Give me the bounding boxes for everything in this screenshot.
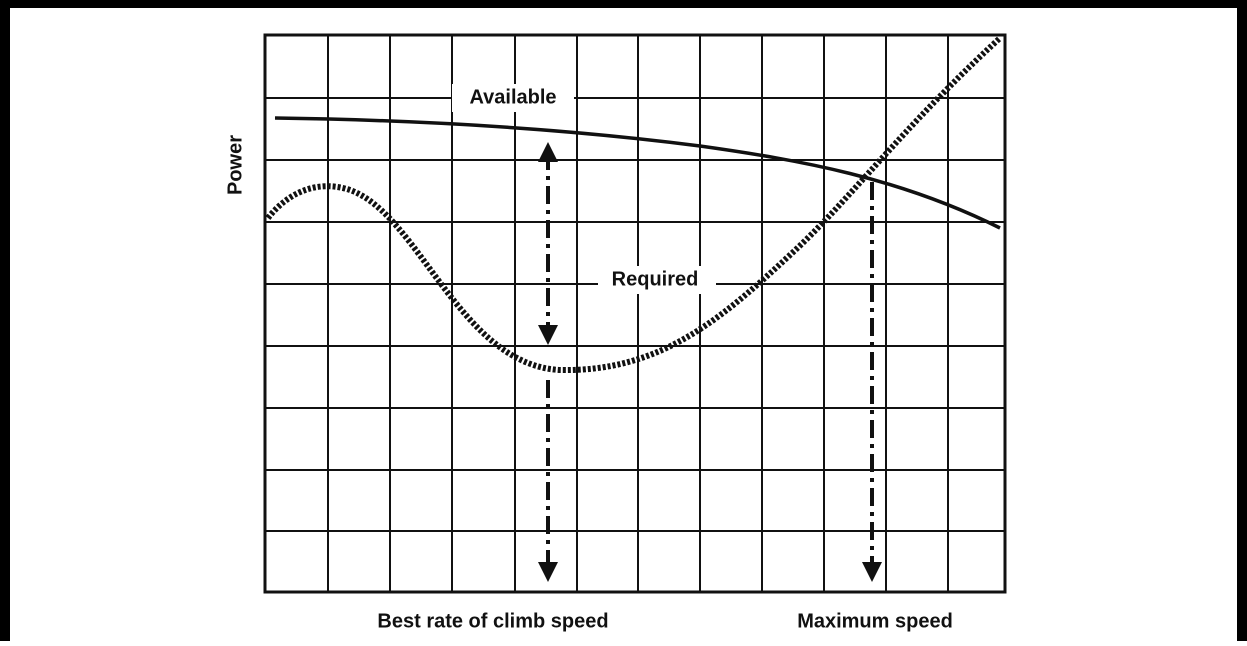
required-label: Required (612, 268, 699, 290)
available-curve (274, 116, 1001, 230)
required-curve (265, 35, 1003, 374)
grid (263, 33, 1007, 594)
marker-label: Maximum speed (797, 610, 953, 632)
canvas (10, 8, 1237, 641)
label-bg (452, 84, 574, 112)
marker-label: Best rate of climb speed (377, 610, 608, 632)
arrows (538, 142, 882, 582)
label-bg (598, 266, 716, 294)
available-label: Available (469, 86, 556, 108)
y-axis-label: Power (224, 135, 246, 195)
